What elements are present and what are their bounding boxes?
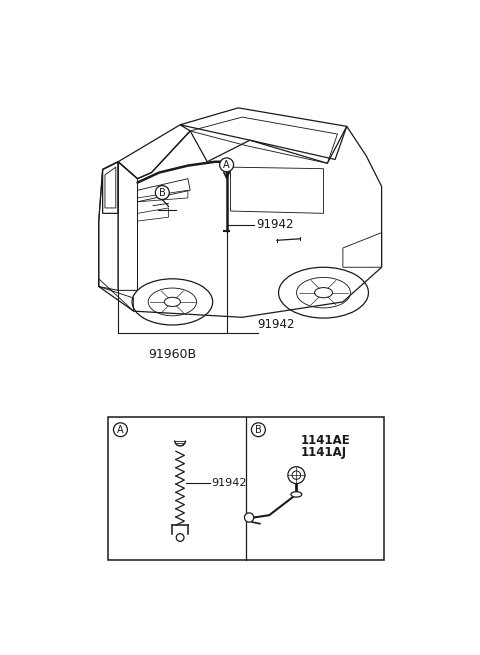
Circle shape (244, 513, 254, 522)
Text: B: B (159, 187, 166, 198)
Text: A: A (117, 424, 124, 435)
Circle shape (156, 185, 169, 200)
Circle shape (252, 422, 265, 437)
Circle shape (220, 158, 234, 172)
Circle shape (176, 534, 184, 542)
Text: 1141AJ: 1141AJ (300, 446, 347, 459)
Text: 91942: 91942 (258, 318, 295, 331)
Text: A: A (223, 160, 230, 170)
Text: 1141AE: 1141AE (300, 434, 350, 447)
Text: 91960B: 91960B (148, 348, 196, 361)
Text: 91942: 91942 (256, 218, 294, 231)
Text: 91942: 91942 (211, 478, 247, 488)
Bar (108, 417, 384, 560)
Text: B: B (255, 424, 262, 435)
Circle shape (288, 466, 305, 483)
Circle shape (113, 422, 127, 437)
Ellipse shape (291, 492, 302, 497)
